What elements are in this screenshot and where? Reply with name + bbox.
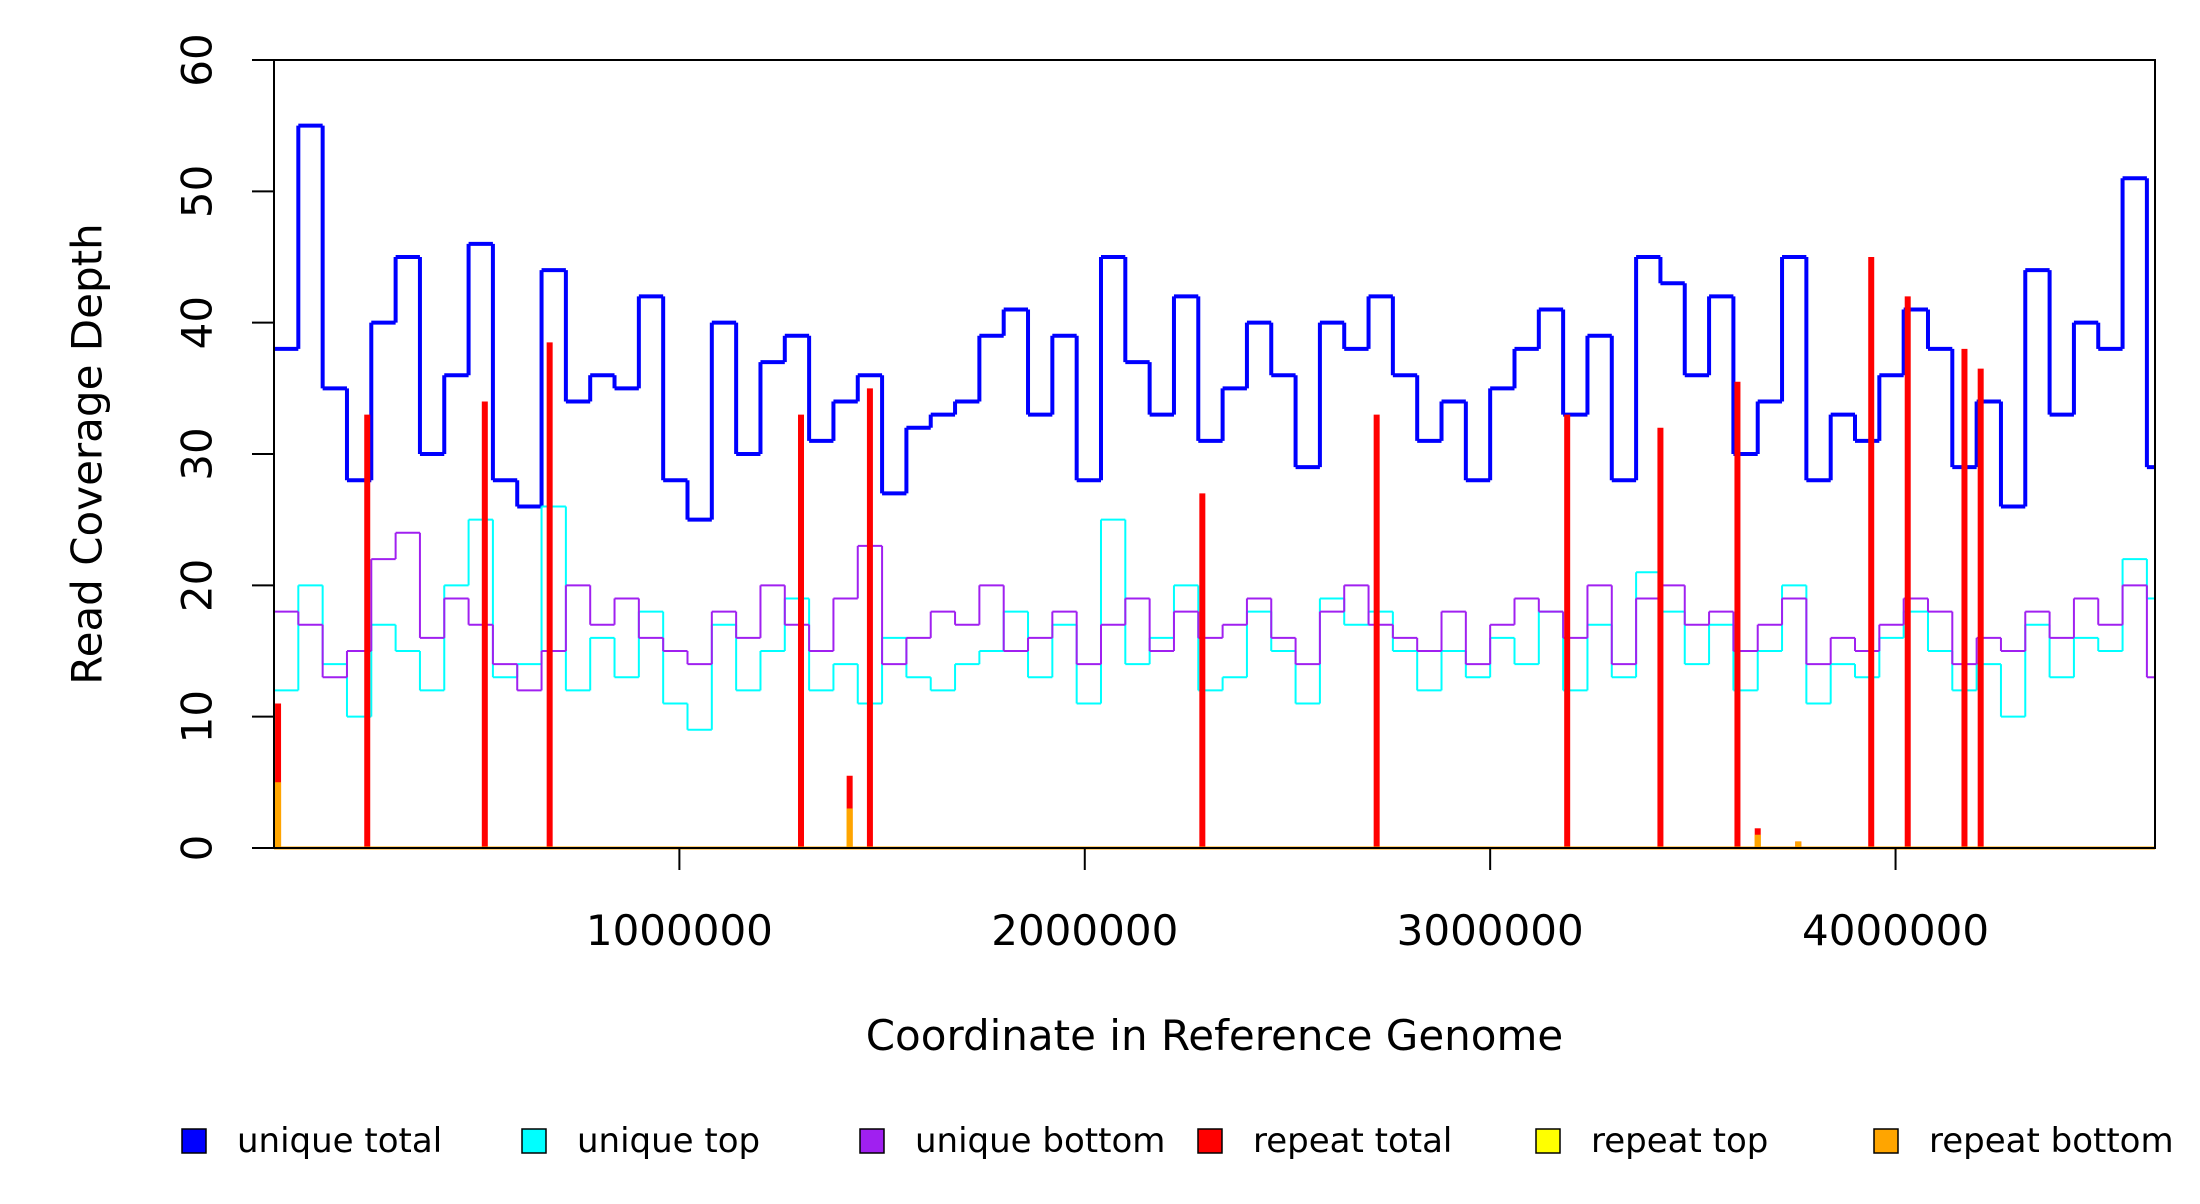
x-tick-label: 4000000 [1802,906,1989,955]
series-repeat-total [275,257,1984,848]
legend-swatch [1535,1128,1561,1154]
y-tick-label: 60 [173,33,222,86]
legend-label: unique total [237,1121,442,1161]
series-unique-total [274,123,2155,522]
y-axis-label: Read Coverage Depth [63,223,112,684]
y-tick-label: 10 [173,690,222,743]
legend-swatch [859,1128,885,1154]
legend-item-unique-total: unique total [181,1121,442,1161]
legend-item-unique-bottom: unique bottom [859,1121,1165,1161]
x-axis-label: Coordinate in Reference Genome [866,1011,1564,1060]
series-repeat-bottom [275,782,1802,848]
legend-item-repeat-bottom: repeat bottom [1873,1121,2174,1161]
y-tick-label: 40 [173,296,222,349]
legend-label: unique bottom [915,1121,1165,1161]
legend-swatch [1197,1128,1223,1154]
x-tick-label: 2000000 [991,906,1178,955]
series-unique-bottom [274,531,2155,692]
legend-swatch [521,1128,547,1154]
legend-item-repeat-total: repeat total [1197,1121,1452,1161]
legend-label: repeat top [1591,1121,1768,1161]
legend-item-unique-top: unique top [521,1121,760,1161]
y-tick-label: 0 [173,835,222,862]
legend-label: repeat bottom [1929,1121,2174,1161]
legend-item-repeat-top: repeat top [1535,1121,1768,1161]
series-layer [274,123,2155,850]
legend: unique total unique top unique bottom repea… [181,1121,2174,1161]
y-tick-label: 50 [173,165,222,218]
x-tick-label: 3000000 [1397,906,1584,955]
x-axis: 1000000 2000000 3000000 4000000 [586,848,1989,955]
legend-swatch [1873,1128,1899,1154]
legend-label: unique top [577,1121,760,1161]
series-repeat-top [275,782,1761,848]
legend-swatch [181,1128,207,1154]
y-tick-label: 20 [173,559,222,612]
y-axis: 0 10 20 30 40 50 60 [173,33,275,861]
y-tick-label: 30 [173,427,222,480]
legend-label: repeat total [1253,1121,1452,1161]
x-tick-label: 1000000 [586,906,773,955]
